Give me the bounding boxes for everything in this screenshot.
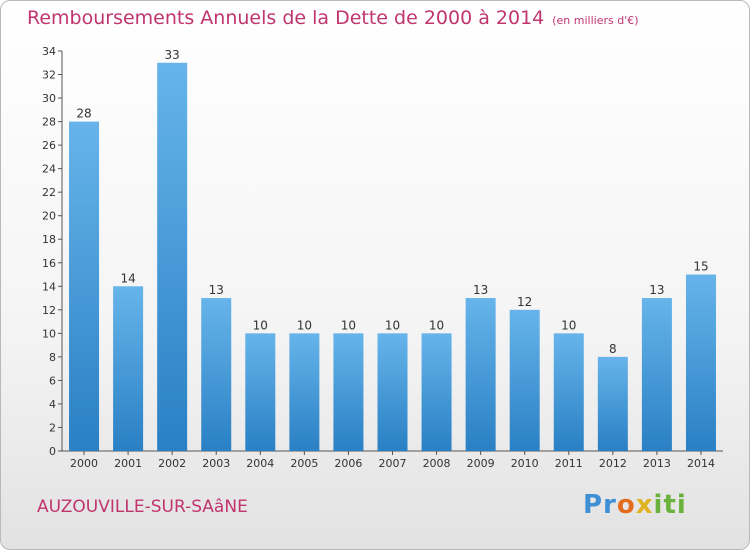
data-label-2013: 13: [649, 283, 664, 297]
y-tick-label: 26: [42, 139, 56, 152]
x-tick-label: 2010: [511, 457, 539, 470]
data-label-2000: 28: [76, 107, 91, 121]
data-label-2003: 13: [209, 283, 224, 297]
x-tick-label: 2004: [246, 457, 274, 470]
data-label-2004: 10: [253, 318, 268, 332]
x-tick-label: 2001: [114, 457, 142, 470]
y-tick-label: 14: [42, 280, 56, 293]
bar-2008: [421, 333, 452, 451]
chart-title-text: Remboursements Annuels de la Dette de 20…: [27, 7, 545, 29]
y-tick-label: 20: [42, 210, 56, 223]
x-tick-label: 2013: [643, 457, 671, 470]
y-tick-label: 2: [49, 421, 56, 434]
x-tick-label: 2011: [555, 457, 583, 470]
y-tick-label: 30: [42, 92, 56, 105]
bar-2011: [553, 333, 584, 451]
bar-2000: [69, 121, 100, 452]
x-tick-label: 2014: [687, 457, 715, 470]
y-tick-label: 8: [49, 351, 56, 364]
y-tick-label: 28: [42, 116, 56, 129]
x-tick-label: 2009: [467, 457, 495, 470]
logo-part-2: o: [616, 490, 636, 520]
x-tick-label: 2006: [334, 457, 362, 470]
bar-2001: [113, 286, 144, 451]
data-label-2011: 10: [561, 318, 576, 332]
y-tick-label: 34: [42, 45, 56, 58]
y-tick-label: 0: [49, 445, 56, 458]
y-tick-label: 16: [42, 257, 56, 270]
x-tick-label: 2007: [379, 457, 407, 470]
bar-2010: [509, 309, 540, 451]
data-label-2012: 8: [609, 342, 617, 356]
y-tick-label: 12: [42, 304, 56, 317]
logo-part-1: Pr: [583, 490, 617, 520]
chart-unit: (en milliers d'€): [552, 14, 639, 27]
proxiti-logo: Proxiti: [583, 490, 687, 520]
data-label-2010: 12: [517, 295, 532, 309]
x-tick-label: 2012: [599, 457, 627, 470]
y-tick-label: 10: [42, 327, 56, 340]
commune-name: AUZOUVILLE-SUR-SAâNE: [37, 497, 248, 517]
bar-2003: [201, 298, 232, 451]
bar-2006: [333, 333, 364, 451]
chart-data-labels: 28 14 33 13 10 10 10 10 10 13 12 10 8 13 15: [76, 48, 708, 356]
data-label-2002: 33: [165, 48, 180, 62]
chart-title: Remboursements Annuels de la Dette de 20…: [27, 7, 639, 29]
bar-2007: [377, 333, 408, 451]
y-tick-label: 22: [42, 186, 56, 199]
y-tick-label: 4: [49, 398, 56, 411]
bar-2012: [597, 356, 628, 451]
data-label-2006: 10: [341, 318, 356, 332]
x-tick-label: 2005: [290, 457, 318, 470]
y-tick-label: 32: [42, 69, 56, 82]
logo-part-4: iti: [653, 490, 687, 520]
logo-part-3: x: [635, 490, 654, 520]
x-tick-label: 2003: [202, 457, 230, 470]
bar-2013: [641, 298, 672, 451]
y-tick-label: 24: [42, 163, 56, 176]
y-tick-label: 18: [42, 233, 56, 246]
data-label-2009: 13: [473, 283, 488, 297]
data-label-2014: 15: [693, 260, 708, 274]
x-tick-label: 2008: [423, 457, 451, 470]
x-tick-label: 2000: [70, 457, 98, 470]
data-label-2008: 10: [429, 318, 444, 332]
bar-2014: [685, 274, 716, 451]
data-label-2005: 10: [297, 318, 312, 332]
x-tick-label: 2002: [158, 457, 186, 470]
bar-2005: [289, 333, 320, 451]
data-label-2007: 10: [385, 318, 400, 332]
chart-bars: [69, 62, 716, 452]
bar-2004: [245, 333, 276, 451]
data-label-2001: 14: [120, 271, 135, 285]
y-tick-label: 6: [49, 374, 56, 387]
bar-2009: [465, 298, 496, 451]
bar-2002: [157, 62, 188, 451]
